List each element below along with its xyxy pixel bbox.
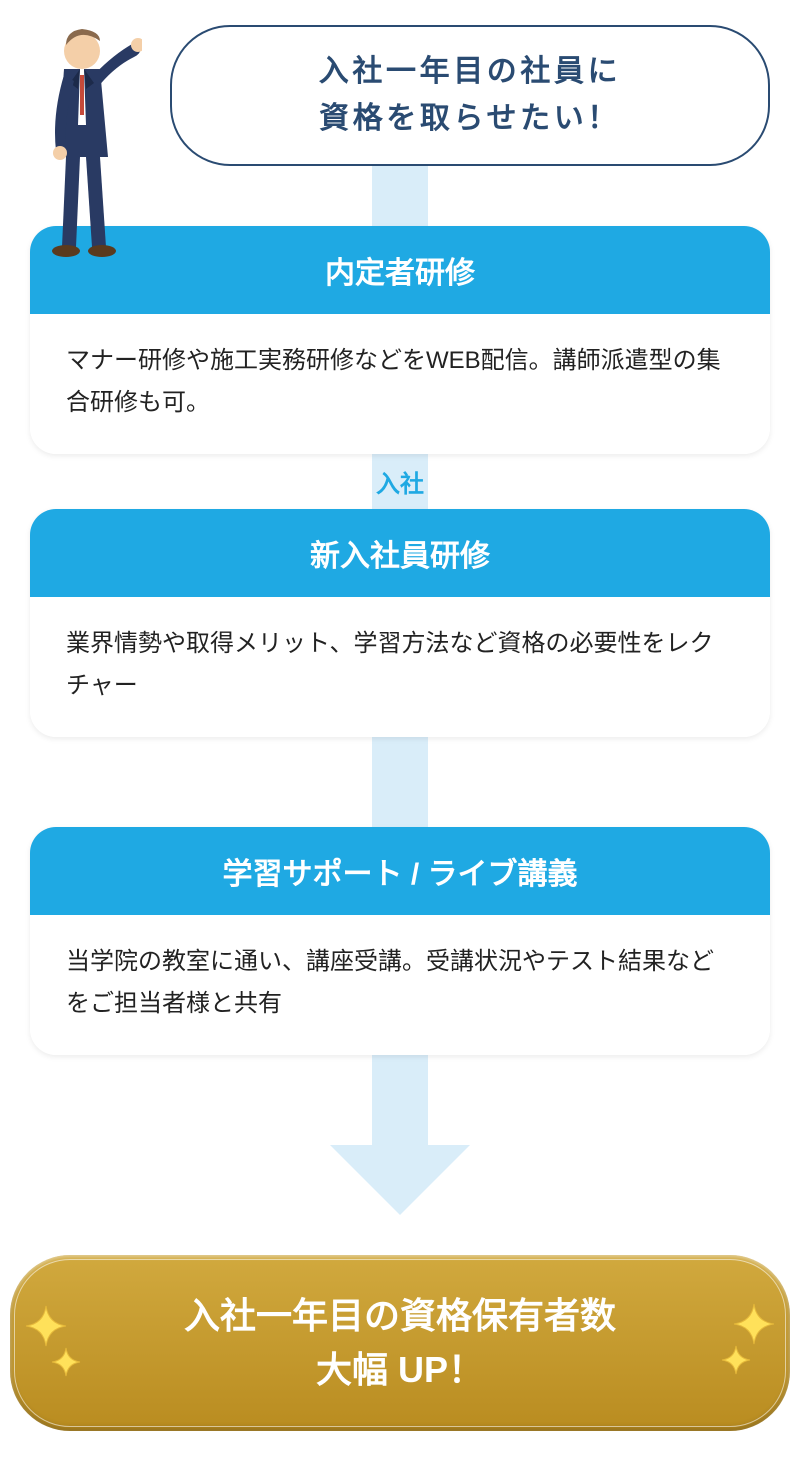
stage-3-title: 学習サポート / ライブ講義: [30, 827, 770, 915]
bubble-line2: 資格を取らせたい！: [319, 102, 621, 135]
stage-card-3: 学習サポート / ライブ講義 当学院の教室に通い、講座受講。受講状況やテスト結果…: [30, 827, 770, 1055]
result-line2: 大幅 UP！: [316, 1349, 484, 1390]
stage-1-body: マナー研修や施工実務研修などをWEB配信。講師派遣型の集合研修も可。: [30, 314, 770, 454]
speech-bubble: 入社一年目の社員に 資格を取らせたい！: [170, 25, 770, 166]
stage-card-2: 新入社員研修 業界情勢や取得メリット、学習方法など資格の必要性をレクチャー: [30, 509, 770, 737]
sparkle-icon: [24, 1298, 84, 1388]
arrow-label-nyusha: 入社: [0, 464, 800, 499]
arrow-head: [330, 1145, 470, 1215]
arrow-segment-1: [372, 166, 428, 226]
sparkle-icon: [716, 1298, 776, 1388]
result-line1: 入社一年目の資格保有者数: [184, 1295, 616, 1336]
arrow-segment-3: [372, 737, 428, 827]
stage-2-body: 業界情勢や取得メリット、学習方法など資格の必要性をレクチャー: [30, 597, 770, 737]
stage-3-body: 当学院の教室に通い、講座受講。受講状況やテスト結果などをご担当者様と共有: [30, 915, 770, 1055]
bubble-line1: 入社一年目の社員に: [319, 55, 621, 88]
result-banner: 入社一年目の資格保有者数 大幅 UP！: [10, 1255, 790, 1431]
stage-2-title: 新入社員研修: [30, 509, 770, 597]
businessperson-illustration: [22, 25, 142, 265]
bubble-text: 入社一年目の社員に 資格を取らせたい！: [202, 49, 738, 142]
arrow-segment-4: [372, 1055, 428, 1145]
